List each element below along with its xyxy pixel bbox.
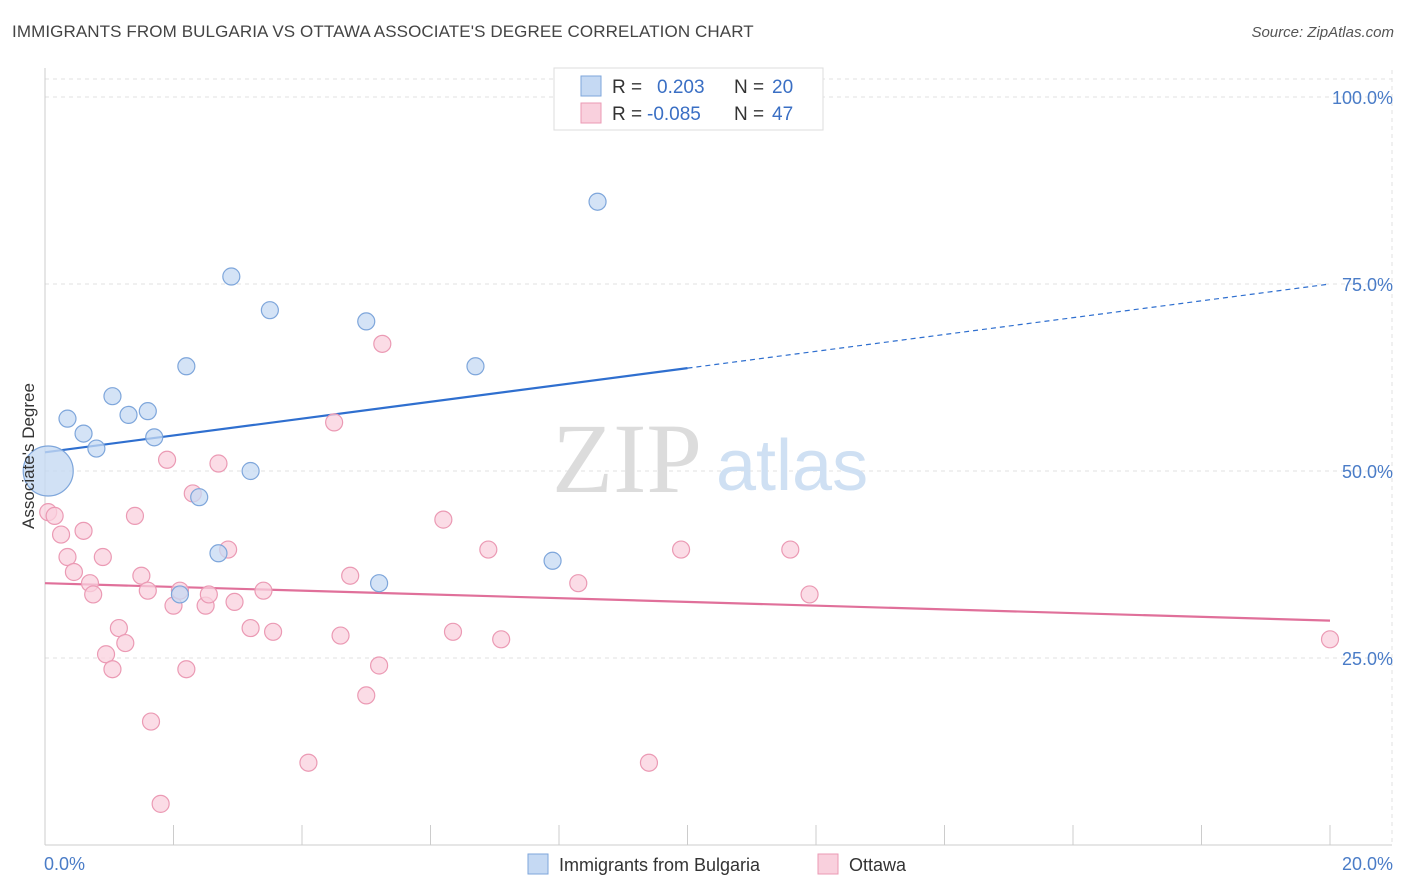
point-pink: [639, 753, 659, 772]
point-blue: [58, 409, 77, 428]
point-blue: [119, 405, 138, 424]
legend-r-value-2: -0.085: [647, 104, 701, 125]
series-label-ottawa: Ottawa: [849, 855, 907, 875]
point-pink: [370, 656, 389, 675]
point-pink: [177, 660, 196, 679]
point-pink: [116, 633, 135, 653]
point-pink: [58, 547, 77, 567]
point-pink: [263, 622, 283, 641]
point-pink: [141, 712, 161, 731]
grid-lines: [45, 70, 1393, 845]
trend-line-ext-blue: [687, 283, 1331, 369]
point-blue: [466, 357, 485, 376]
legend-r-label-2: R =: [612, 104, 642, 125]
point-pink: [132, 566, 151, 585]
point-pink: [151, 794, 170, 813]
point-pink: [64, 562, 84, 582]
point-pink: [103, 660, 122, 679]
point-pink: [800, 585, 819, 604]
point-pink: [199, 585, 218, 604]
point-blue: [190, 488, 209, 507]
series-swatch-bulgaria: [527, 853, 549, 875]
watermark-zip: ZIP: [552, 403, 702, 514]
point-blue: [103, 387, 122, 406]
point-pink: [138, 581, 157, 600]
point-blue: [138, 402, 157, 421]
point-pink: [443, 622, 463, 641]
series-swatch-ottawa: [817, 853, 839, 875]
y-tick-label: 25.0%: [1342, 649, 1393, 669]
watermark: ZIP atlas: [552, 403, 868, 514]
point-blue: [543, 551, 562, 570]
point-pink: [325, 413, 344, 432]
y-tick-label: 75.0%: [1342, 275, 1393, 295]
point-pink: [434, 510, 453, 529]
tick-labels: 25.0% 50.0% 75.0% 100.0% 0.0% 20.0%: [44, 88, 1393, 874]
point-pink: [125, 506, 145, 525]
y-tick-label: 100.0%: [1332, 88, 1393, 108]
point-pink: [93, 547, 112, 567]
legend-swatch-pink: [580, 102, 602, 124]
point-blue: [260, 301, 279, 320]
stats-legend: R = 0.203 N = 20 R = -0.085 N = 47: [553, 67, 824, 131]
point-blue: [22, 445, 74, 497]
series-label-bulgaria: Immigrants from Bulgaria: [559, 855, 761, 875]
legend-r-label-1: R =: [612, 77, 642, 98]
point-blue: [370, 574, 389, 593]
chart-title: IMMIGRANTS FROM BULGARIA VS OTTAWA ASSOC…: [12, 22, 754, 41]
point-blue: [170, 585, 190, 604]
point-pink: [109, 618, 128, 638]
watermark-atlas: atlas: [716, 426, 868, 506]
point-pink: [51, 525, 71, 544]
point-pink: [357, 686, 376, 705]
point-pink: [96, 645, 116, 664]
point-pink: [84, 585, 103, 604]
point-blue: [209, 544, 228, 563]
point-pink: [569, 574, 588, 593]
point-pink: [225, 592, 244, 612]
point-pink: [341, 566, 360, 585]
point-pink: [781, 540, 800, 559]
point-pink: [492, 630, 511, 649]
point-pink: [254, 581, 273, 600]
legend-swatch-blue: [580, 75, 602, 97]
point-pink: [331, 626, 350, 645]
point-blue: [177, 357, 196, 376]
point-blue: [357, 312, 376, 331]
point-pink: [1320, 630, 1340, 649]
legend-n-value-1: 20: [772, 77, 793, 98]
legend-n-label-2: N =: [734, 104, 764, 125]
y-axis-label: Associate's Degree: [19, 383, 38, 529]
source-label: Source: ZipAtlas.com: [1251, 24, 1394, 41]
point-pink: [373, 334, 392, 353]
y-tick-label: 50.0%: [1342, 462, 1393, 482]
legend-n-value-2: 47: [772, 104, 793, 125]
data-points: [22, 192, 1340, 813]
point-blue: [74, 424, 93, 443]
point-pink: [671, 540, 691, 559]
point-blue: [241, 461, 260, 481]
x-tick-label: 0.0%: [44, 854, 85, 874]
point-pink: [45, 506, 64, 525]
point-pink: [299, 753, 318, 772]
legend-n-label-1: N =: [734, 77, 764, 98]
point-pink: [209, 454, 228, 473]
legend-r-value-1: 0.203: [657, 77, 705, 98]
point-pink: [479, 540, 498, 559]
point-blue: [222, 267, 241, 286]
point-blue: [145, 428, 164, 447]
point-blue: [87, 439, 106, 458]
point-pink: [157, 450, 177, 469]
point-pink: [74, 521, 93, 540]
point-blue: [588, 192, 607, 211]
series-legend: Immigrants from Bulgaria Ottawa: [527, 853, 907, 875]
x-tick-label: 20.0%: [1342, 854, 1393, 874]
point-pink: [241, 618, 260, 638]
